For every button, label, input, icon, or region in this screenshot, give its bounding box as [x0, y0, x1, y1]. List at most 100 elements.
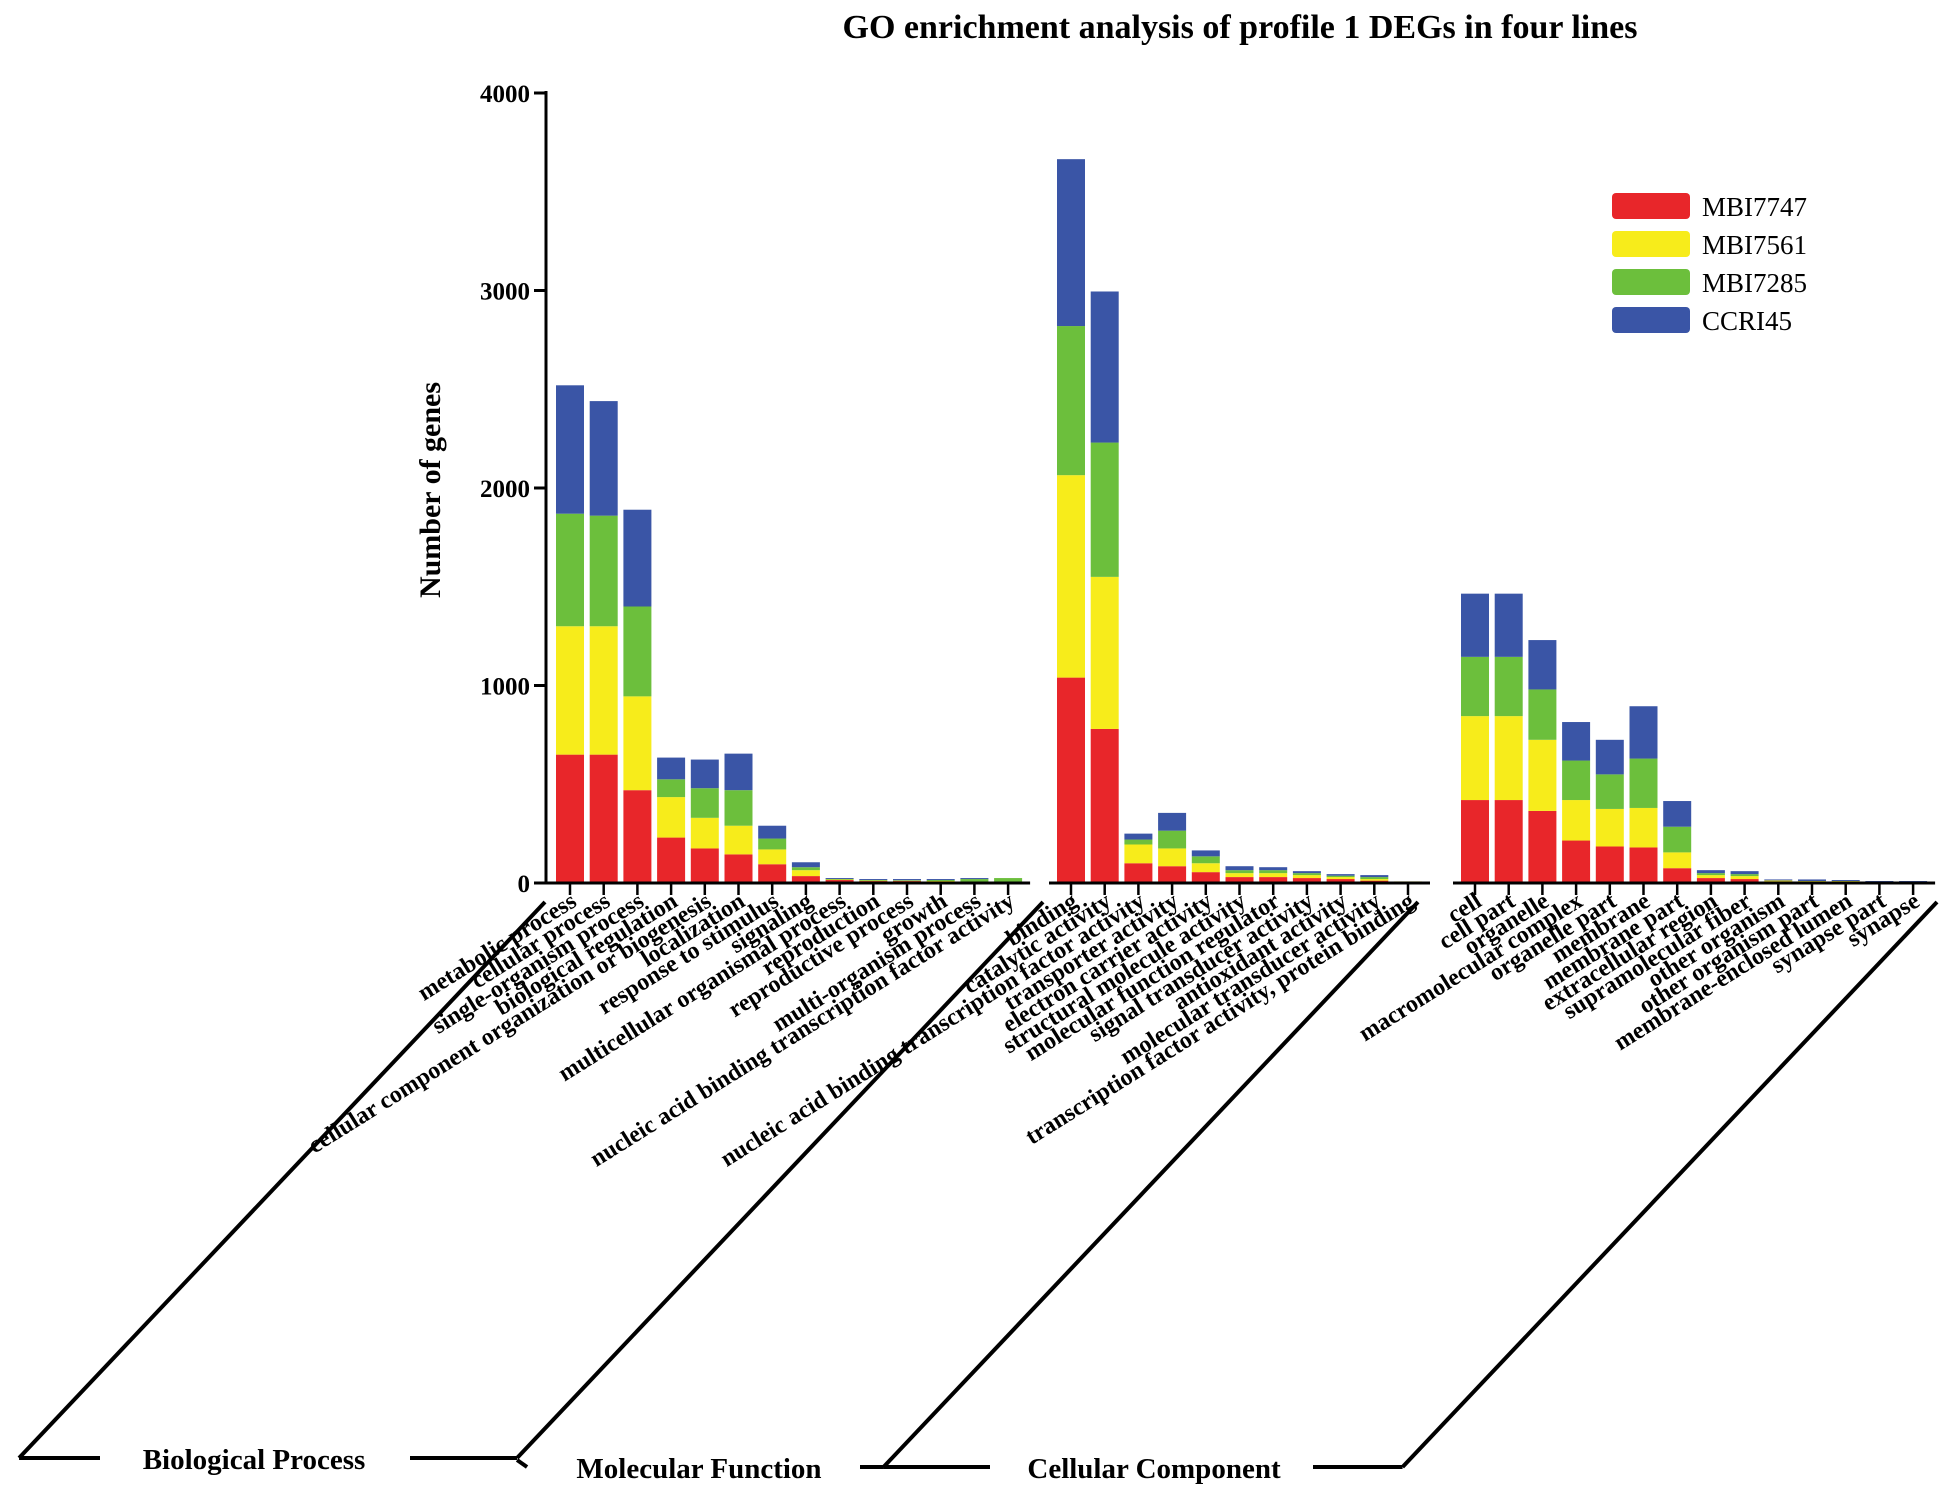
bar-segment-mbi7747: [556, 754, 584, 883]
bar-segment-mbi7285: [589, 515, 618, 627]
bar-segment-ccri45: [1326, 874, 1355, 876]
bar-segment-mbi7561: [1259, 873, 1288, 878]
bar-segment-mbi7285: [1461, 656, 1489, 717]
bar-segment-ccri45: [1663, 801, 1692, 827]
bar-segment-mbi7561: [1494, 716, 1523, 801]
bracket-diagonal: [882, 900, 1420, 1469]
bar-segment-ccri45: [960, 878, 989, 880]
bar-segment-mbi7285: [960, 879, 989, 883]
bar-segment-ccri45: [556, 385, 584, 514]
bar-segment-mbi7747: [1292, 878, 1321, 883]
bar-segment-mbi7285: [1595, 774, 1624, 809]
bar-segment-mbi7747: [1730, 879, 1759, 883]
bar-segment-ccri45: [1798, 879, 1826, 882]
bar-segment-mbi7285: [825, 879, 854, 880]
legend-label: MBI7561: [1702, 230, 1807, 260]
bar-segment-mbi7561: [1528, 739, 1557, 811]
y-tick-label: 4000: [480, 81, 530, 108]
bar-segment-mbi7285: [690, 788, 719, 818]
bar-segment-mbi7285: [1663, 826, 1692, 853]
bar-segment-ccri45: [690, 759, 719, 789]
bar-segment-mbi7747: [1562, 840, 1591, 883]
bar-segment-mbi7561: [1696, 875, 1725, 879]
bracket-diagonal: [1401, 900, 1939, 1469]
bar-segment-mbi7561: [859, 880, 888, 882]
bar-segment-mbi7747: [1663, 868, 1692, 883]
bracket-join: [515, 1458, 529, 1469]
bar-segment-mbi7285: [1562, 760, 1591, 801]
bar-segment-mbi7285: [623, 606, 652, 697]
bar-segment-mbi7285: [1090, 442, 1119, 577]
bar-segment-mbi7285: [1124, 839, 1153, 845]
bar-segment-mbi7285: [1292, 873, 1321, 876]
bar-segment-ccri45: [1259, 867, 1288, 871]
bar-segment-ccri45: [926, 879, 955, 881]
bracket-diagonal: [515, 900, 1045, 1460]
legend-swatch: [1612, 231, 1690, 257]
x-axis: [546, 881, 1936, 895]
bar-segment-mbi7561: [1292, 875, 1321, 879]
bar-segment-mbi7561: [1562, 800, 1591, 841]
bar-segment-mbi7285: [1057, 326, 1085, 476]
legend-swatch: [1612, 269, 1690, 295]
y-tick-label: 2000: [480, 476, 530, 503]
bar-segment-mbi7561: [1730, 876, 1759, 880]
legend-label: MBI7747: [1702, 192, 1807, 222]
bar-segment-ccri45: [1461, 593, 1489, 657]
group-label: Molecular Function: [576, 1453, 821, 1485]
bar-segment-ccri45: [1595, 739, 1624, 775]
bar-segment-ccri45: [623, 509, 652, 607]
y-tick-label: 0: [518, 871, 531, 898]
bar-segment-mbi7561: [1057, 475, 1085, 678]
bar-segment-mbi7747: [1090, 728, 1119, 883]
bar-segment-mbi7285: [657, 779, 686, 798]
bar-segment-mbi7285: [1696, 873, 1725, 876]
bar-segment-ccri45: [825, 878, 854, 880]
bar-segment-mbi7561: [926, 881, 955, 882]
bar-segment-mbi7747: [690, 848, 719, 883]
bar-segment-mbi7747: [1191, 872, 1220, 883]
group-label: Biological Process: [143, 1444, 366, 1476]
bar-segment-mbi7285: [893, 880, 921, 881]
bar-segment-mbi7285: [1326, 875, 1355, 878]
bar-segment-mbi7285: [758, 838, 787, 850]
bar-segment-ccri45: [1090, 291, 1119, 443]
bar-segment-mbi7285: [1225, 870, 1254, 874]
bar-segment-mbi7747: [1259, 877, 1288, 883]
bar-segment-ccri45: [1831, 880, 1860, 882]
bar-segment-ccri45: [758, 825, 787, 839]
bar-segment-ccri45: [724, 753, 753, 791]
y-tick-label: 3000: [480, 279, 530, 306]
bar-segment-mbi7747: [589, 754, 618, 883]
bar-segment-ccri45: [1158, 812, 1187, 831]
bar-segment-mbi7747: [657, 837, 686, 883]
y-axis: 0 1000 2000 3000 4000: [480, 81, 548, 898]
bar-segment-mbi7747: [1494, 800, 1523, 883]
bar-segment-ccri45: [657, 757, 686, 780]
bar-segment-mbi7561: [1764, 880, 1793, 882]
bar-segment-mbi7747: [1057, 677, 1085, 883]
bar-segment-mbi7561: [623, 696, 652, 791]
bar-segment-ccri45: [1124, 833, 1153, 840]
bar-segment-mbi7285: [1191, 856, 1220, 864]
bar-segment-ccri45: [893, 879, 921, 881]
bar-segment-mbi7561: [1461, 716, 1489, 801]
bar-segment-mbi7747: [623, 790, 652, 883]
bar-segment-mbi7561: [1595, 808, 1624, 847]
bar-segment-mbi7561: [1663, 852, 1692, 869]
category-brackets: Biological Process Molecular Function Cell…: [17, 900, 1939, 1485]
bar-segment-mbi7285: [791, 867, 820, 871]
bar-segment-mbi7285: [1629, 758, 1658, 808]
bar-segment-ccri45: [1292, 871, 1321, 874]
bar-segment-mbi7747: [1696, 878, 1725, 883]
bar-segment-mbi7747: [724, 854, 753, 883]
bars: [556, 159, 1928, 883]
bar-segment-ccri45: [1494, 593, 1523, 657]
bar-segment-ccri45: [1730, 871, 1759, 875]
bar-segment-mbi7285: [994, 878, 1023, 883]
bar-segment-mbi7747: [1528, 810, 1557, 883]
bar-segment-mbi7561: [893, 880, 921, 882]
legend-label: MBI7285: [1702, 268, 1807, 298]
bar-segment-ccri45: [859, 879, 888, 881]
